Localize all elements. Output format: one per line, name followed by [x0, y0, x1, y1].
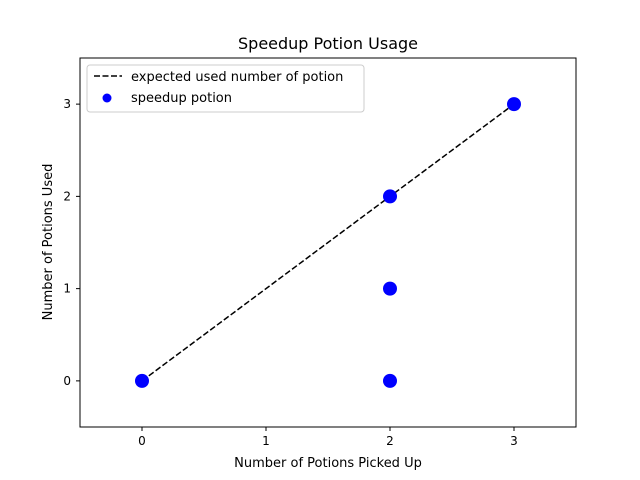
legend-label-speedup: speedup potion — [131, 91, 232, 106]
legend-label-expected: expected used number of potion — [131, 70, 343, 85]
x-axis-ticks: 0 1 2 3 — [138, 427, 518, 448]
x-axis-label: Number of Potions Picked Up — [234, 456, 422, 471]
y-tick-label: 0 — [63, 374, 71, 388]
scatter-point — [135, 373, 149, 388]
x-tick-label: 1 — [262, 434, 270, 448]
legend: expected used number of potion speedup p… — [86, 64, 365, 113]
scatter-point — [507, 97, 521, 112]
y-tick-label: 1 — [63, 282, 71, 296]
expected-line-segment — [141, 103, 515, 382]
scatter-point — [383, 373, 397, 388]
axes-frame — [79, 57, 577, 428]
chart-title: Speedup Potion Usage — [238, 34, 418, 53]
y-axis-ticks: 0 1 2 3 — [63, 97, 80, 388]
y-tick-label: 2 — [63, 189, 71, 203]
legend-dot-marker — [102, 93, 112, 103]
x-tick-label: 3 — [510, 434, 518, 448]
x-tick-label: 0 — [138, 434, 146, 448]
scatter-point — [383, 189, 397, 204]
scatter-point — [383, 281, 397, 296]
x-tick-label: 2 — [386, 434, 394, 448]
y-tick-label: 3 — [63, 97, 71, 111]
legend-box — [86, 64, 365, 113]
plot-area — [135, 97, 521, 388]
y-axis-label: Number of Potions Used — [41, 164, 56, 321]
